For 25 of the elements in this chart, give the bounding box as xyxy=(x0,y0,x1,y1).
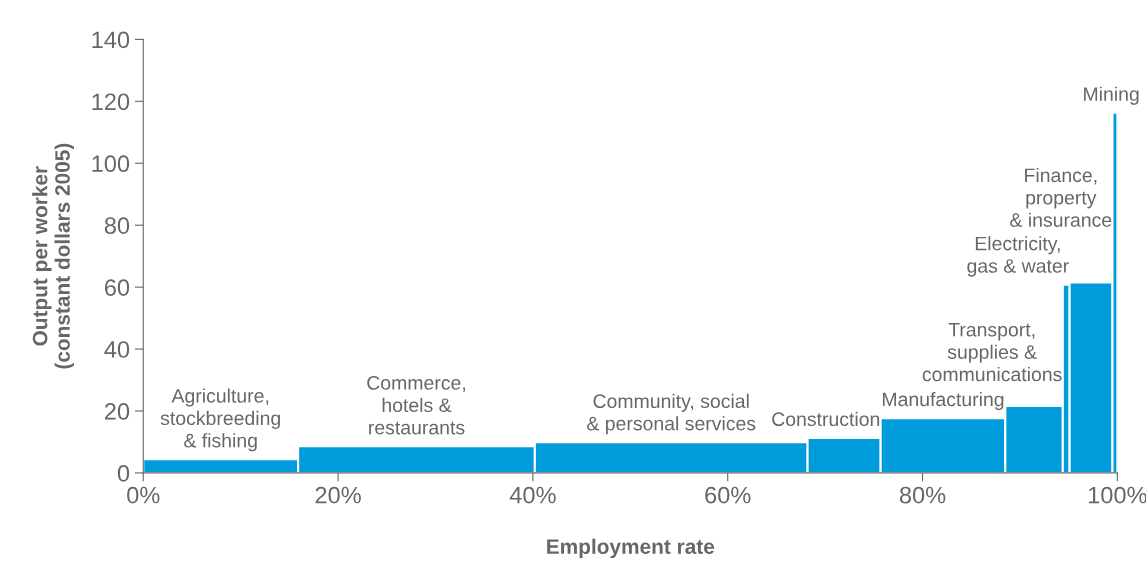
annotation: Commerce, hotels & restaurants xyxy=(367,375,465,435)
annotation: Agriculture, stockbreeding & fishing xyxy=(160,388,280,452)
annotation: Finance, property & insurance xyxy=(1010,167,1112,227)
x-tick-label: 60% xyxy=(705,486,751,504)
y-axis-title: Output per worker (constant dollars 2005) xyxy=(32,143,74,369)
annotation: Community, social & personal services xyxy=(587,393,756,435)
y-tick-label: 20 xyxy=(104,403,130,420)
annotation: Construction xyxy=(772,411,880,427)
y-tick-label: 100 xyxy=(92,155,130,173)
y-tick-label: 40 xyxy=(104,341,130,358)
annotation: Electricity, gas & water xyxy=(967,236,1069,277)
y-tick-label: 0 xyxy=(117,464,130,482)
annotation: Manufacturing xyxy=(882,391,1004,411)
annotation: Transport, supplies & communications xyxy=(922,322,1062,382)
y-tick-label: 60 xyxy=(104,279,130,296)
y-tick-label: 120 xyxy=(92,93,130,111)
y-tick-label: 80 xyxy=(104,217,130,234)
x-tick-label: 0% xyxy=(127,486,160,504)
x-tick-label: 40% xyxy=(509,486,556,504)
x-tick-label: 100% xyxy=(1088,486,1146,504)
y-tick-label: 140 xyxy=(92,31,130,49)
x-axis-title: Employment rate xyxy=(547,538,715,559)
annotation: Mining xyxy=(1084,86,1139,105)
x-tick-label: 20% xyxy=(315,486,361,504)
x-tick-label: 80% xyxy=(899,486,946,504)
